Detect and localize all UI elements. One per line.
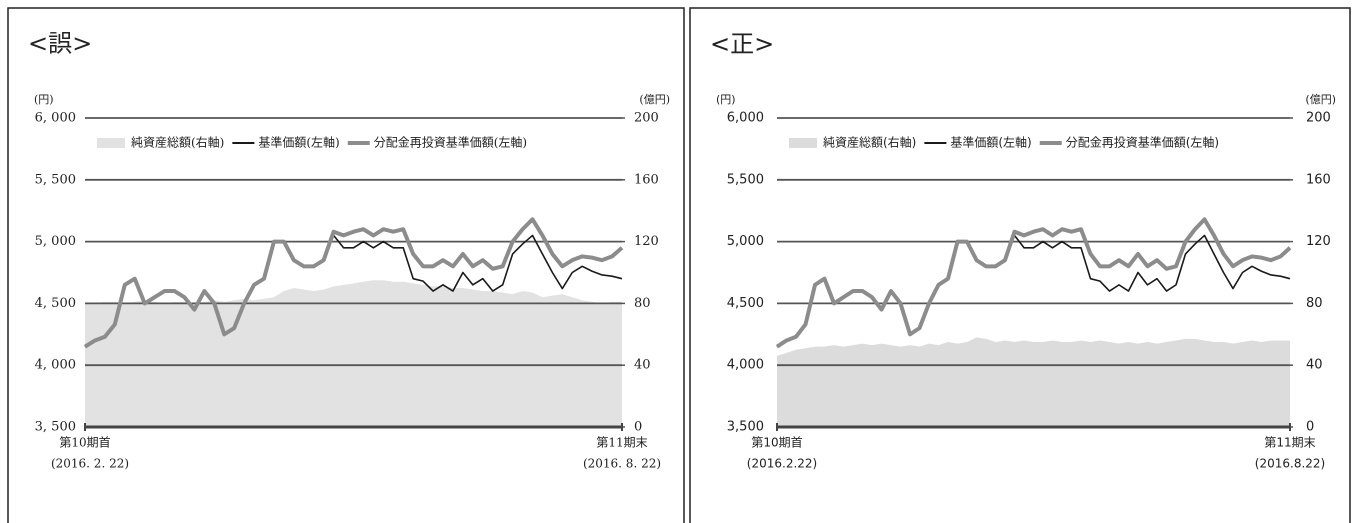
area (777, 337, 1290, 427)
y-axis-unit: (円) (34, 93, 54, 106)
y-tick-label: 4,500 (727, 296, 764, 311)
y2-tick-label: 160 (634, 172, 659, 187)
legend-label: 純資産総額(右軸) (823, 135, 916, 150)
y-tick-label: 4,000 (727, 358, 764, 373)
legend-label: 分配金再投資基準価額(左軸) (374, 135, 527, 150)
y2-tick-label: 80 (1306, 296, 1323, 311)
legend-swatch (97, 138, 125, 148)
y-tick-label: 5, 500 (35, 172, 76, 187)
y-tick-label: 3, 500 (35, 420, 76, 435)
line (775, 217, 1292, 349)
y-tick-label: 4, 500 (35, 296, 76, 311)
y-tick-label: 5,000 (727, 234, 764, 249)
y2-tick-label: 40 (1306, 358, 1323, 373)
legend-label: 基準価額(左軸) (258, 135, 339, 150)
y-tick-label: 4, 000 (35, 358, 76, 373)
panel: <誤> (円) (億円) 3, 500 4, 000 4, 500 5, 000 5, 500… (7, 7, 685, 523)
y2-tick-label: 120 (1306, 234, 1331, 249)
x-tick-label: 第10期首 (751, 436, 802, 450)
x-tick-date: (2016.8.22) (1255, 457, 1325, 471)
panel-title: <正> (710, 30, 774, 58)
y2-tick-label: 0 (1306, 420, 1314, 435)
y-tick-label: 5, 000 (35, 234, 76, 249)
y-axis-unit: (円) (716, 93, 736, 106)
x-tick-label: 第10期首 (59, 436, 110, 450)
y2-tick-label: 200 (634, 111, 659, 126)
y2-tick-label: 120 (634, 234, 659, 249)
legend-label: 基準価額(左軸) (950, 135, 1031, 150)
y-tick-label: 3,500 (727, 420, 764, 435)
y-tick-label: 6,000 (727, 111, 764, 126)
panel: <正> (円) (億円) 3,500 4,000 4,500 5,000 5,500 6,000… (689, 7, 1351, 523)
legend-label: 分配金再投資基準価額(左軸) (1066, 135, 1219, 150)
panel-border (689, 7, 1351, 523)
y2-tick-label: 0 (634, 420, 642, 435)
y2-axis-unit: (億円) (1305, 93, 1336, 106)
y2-tick-label: 160 (1306, 172, 1331, 187)
y-tick-label: 6, 000 (35, 111, 76, 126)
x-tick-date: (2016. 2. 22) (51, 457, 129, 471)
y2-tick-label: 40 (634, 358, 651, 373)
x-tick-date: (2016.2.22) (747, 457, 817, 471)
panel-title: <誤> (28, 30, 92, 58)
line (83, 217, 624, 349)
legend-swatch (789, 138, 817, 148)
x-tick-date: (2016. 8. 22) (583, 457, 661, 471)
y2-axis-unit: (億円) (639, 93, 670, 106)
legend-label: 純資産総額(右軸) (131, 135, 224, 150)
panel-border (7, 7, 685, 523)
x-tick-label: 第11期末 (596, 436, 647, 450)
y2-tick-label: 80 (634, 296, 651, 311)
area (85, 280, 622, 427)
x-tick-label: 第11期末 (1264, 436, 1315, 450)
y2-tick-label: 200 (1306, 111, 1331, 126)
y-tick-label: 5,500 (727, 172, 764, 187)
